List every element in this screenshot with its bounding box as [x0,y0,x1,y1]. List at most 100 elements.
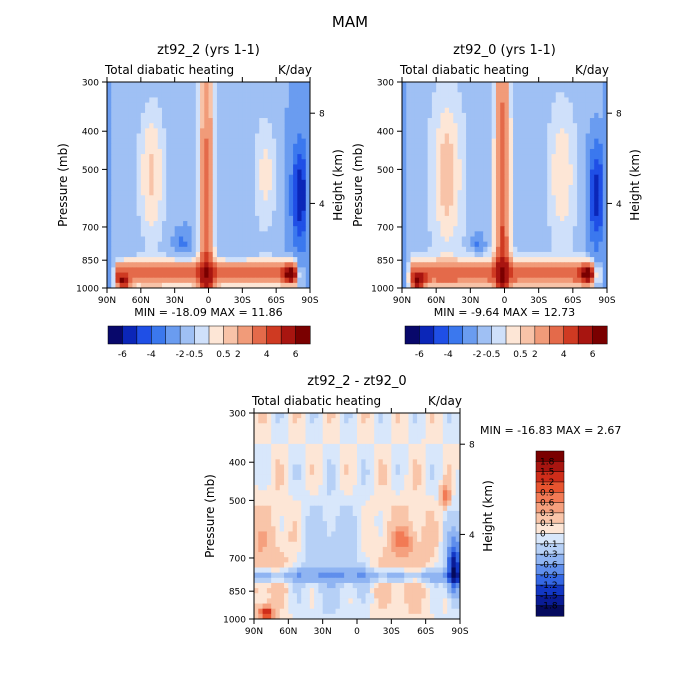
heatmap-cell [145,112,150,119]
heatmap-cell [542,221,548,227]
heatmap-cell [145,241,150,248]
heatmap-cell [436,231,441,237]
heatmap-cell [157,118,163,124]
heatmap-cell [314,485,319,491]
heatmap-cell [326,490,332,496]
heatmap-cell [500,246,505,253]
heatmap-cell [369,495,375,501]
heatmap-cell [284,226,290,232]
heatmap-cell [487,102,493,109]
heatmap-cell [145,262,150,268]
heatmap-cell [466,205,471,212]
heatmap-cell [119,118,125,124]
heatmap-cell [525,107,531,114]
heatmap-cell [572,231,578,237]
heatmap-cell [478,138,484,145]
heatmap-cell [271,226,277,232]
heatmap-cell [440,102,446,109]
heatmap-cell [187,148,192,155]
heatmap-cell [145,143,150,150]
heatmap-cell [560,92,565,98]
heatmap-cell [589,82,595,88]
heatmap-cell [301,143,307,150]
heatmap-cell [301,205,307,212]
heatmap-cell [204,169,209,176]
heatmap-cell [284,428,289,434]
heatmap-cell [140,169,146,176]
heatmap-cell [284,236,290,243]
heatmap-cell [555,174,561,181]
heatmap-cell [402,107,407,114]
heatmap-cell [293,148,298,155]
heatmap-cell [555,154,561,160]
heatmap-cell [255,92,260,98]
heatmap-cell [474,164,480,170]
heatmap-cell [555,107,561,114]
heatmap-cell [444,272,450,279]
heatmap-cell [111,277,116,284]
heatmap-cell [296,433,302,440]
heatmap-cell [296,490,302,496]
heatmap-cell [128,185,133,191]
heatmap-cell [200,226,205,232]
heatmap-cell [284,241,290,248]
heatmap-cell [594,179,599,186]
heatmap-cell [280,195,286,201]
heatmap-cell [391,423,397,429]
heatmap-cell [318,428,324,434]
heatmap-cell [357,464,362,471]
heatmap-cell [410,215,416,222]
heatmap-cell [408,428,414,434]
heatmap-cell [508,128,514,134]
heatmap-cell [417,516,422,522]
heatmap-cell [195,190,201,196]
heatmap-cell [504,174,510,181]
heatmap-cell [542,92,548,98]
heatmap-cell [589,164,595,170]
heatmap-cell [348,454,354,460]
heatmap-cell [440,205,446,212]
heatmap-cell [547,251,552,258]
heatmap-cell [128,118,133,124]
heatmap-cell [568,185,574,191]
heatmap-cell [581,251,587,258]
heatmap-cell [123,221,129,227]
heatmap-cell [331,505,336,512]
heatmap-cell [301,82,307,88]
heatmap-cell [132,226,138,232]
heatmap-cell [425,495,431,501]
heatmap-cell [598,118,604,124]
heatmap-cell [145,267,150,273]
heatmap-cell [187,97,192,103]
heatmap-cell [183,169,188,176]
heatmap-cell [191,179,197,186]
heatmap-cell [495,112,501,119]
heatmap-cell [119,102,125,109]
heatmap-cell [427,148,433,155]
heatmap-cell [145,107,150,114]
heatmap-cell [429,469,435,476]
heatmap-cell [136,236,142,243]
heatmap-cell [254,459,259,465]
heatmap-cell [136,231,142,237]
heatmap-cell [200,112,205,119]
x-tick-label: 0 [206,296,212,306]
heatmap-cell [140,200,146,206]
heatmap-cell [178,128,184,134]
heatmap-cell [305,159,311,165]
heatmap-cell [284,510,289,517]
heatmap-cell [410,118,416,124]
heatmap-cell [293,107,298,114]
heatmap-cell [238,107,243,114]
heatmap-cell [128,112,133,119]
heatmap-cell [602,102,608,109]
heatmap-cell [305,143,311,150]
heatmap-cell [410,148,416,155]
heatmap-cell [447,516,452,522]
heatmap-cell [369,459,375,465]
heatmap-cell [521,257,527,263]
heatmap-cell [271,277,277,284]
heatmap-cell [466,282,471,289]
heatmap-cell [157,123,163,129]
heatmap-cell [128,107,133,114]
